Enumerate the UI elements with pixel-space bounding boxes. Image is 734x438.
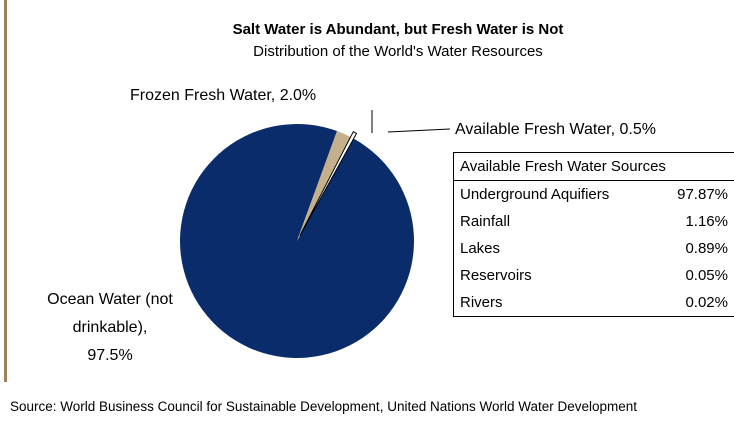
table-name: Underground Aquifiers bbox=[460, 186, 610, 203]
table-value: 0.02% bbox=[685, 294, 728, 311]
table-value: 97.87% bbox=[677, 186, 728, 203]
table-row: Reservoirs 0.05% bbox=[454, 262, 734, 289]
category-label: Available Fresh Water, bbox=[455, 121, 616, 138]
table-value: 0.05% bbox=[685, 267, 728, 284]
table-name: Reservoirs bbox=[460, 267, 532, 284]
table-row: Lakes 0.89% bbox=[454, 235, 734, 262]
table-name: Lakes bbox=[460, 240, 501, 257]
table-row: Rainfall 1.16% bbox=[454, 208, 734, 235]
frozen-label: Frozen Fresh Water, 2.0% bbox=[130, 82, 316, 110]
category-label: Frozen Fresh Water, bbox=[130, 87, 276, 104]
table-name: Rivers bbox=[460, 294, 503, 311]
ocean-label: Ocean Water (not drinkable), 97.5% bbox=[30, 286, 190, 370]
table-value: 1.16% bbox=[685, 213, 728, 230]
value-label: 2.0% bbox=[279, 87, 317, 104]
table-value: 0.89% bbox=[685, 240, 728, 257]
table-header: Available Fresh Water Sources bbox=[453, 152, 734, 181]
pie-slice bbox=[180, 124, 415, 359]
leader-line bbox=[387, 128, 451, 133]
available-label: Available Fresh Water, 0.5% bbox=[455, 116, 656, 144]
source-note: Source: World Business Council for Susta… bbox=[10, 399, 638, 414]
table-row: Underground Aquifiers 97.87% bbox=[454, 181, 734, 209]
pie-slice bbox=[297, 131, 351, 241]
side-bar bbox=[4, 0, 7, 382]
chart-title: Salt Water is Abundant, but Fresh Water … bbox=[233, 21, 564, 38]
table-row: Rivers 0.02% bbox=[454, 289, 734, 317]
chart-subtitle: Distribution of the World's Water Resour… bbox=[253, 43, 543, 60]
category-label: Ocean Water (not drinkable), bbox=[47, 291, 173, 336]
value-label: 0.5% bbox=[619, 121, 656, 138]
pie-slice bbox=[299, 130, 358, 236]
table-name: Rainfall bbox=[460, 213, 511, 230]
sources-table: Available Fresh Water Sources Undergroun… bbox=[453, 152, 734, 317]
value-label: 97.5% bbox=[87, 347, 133, 364]
